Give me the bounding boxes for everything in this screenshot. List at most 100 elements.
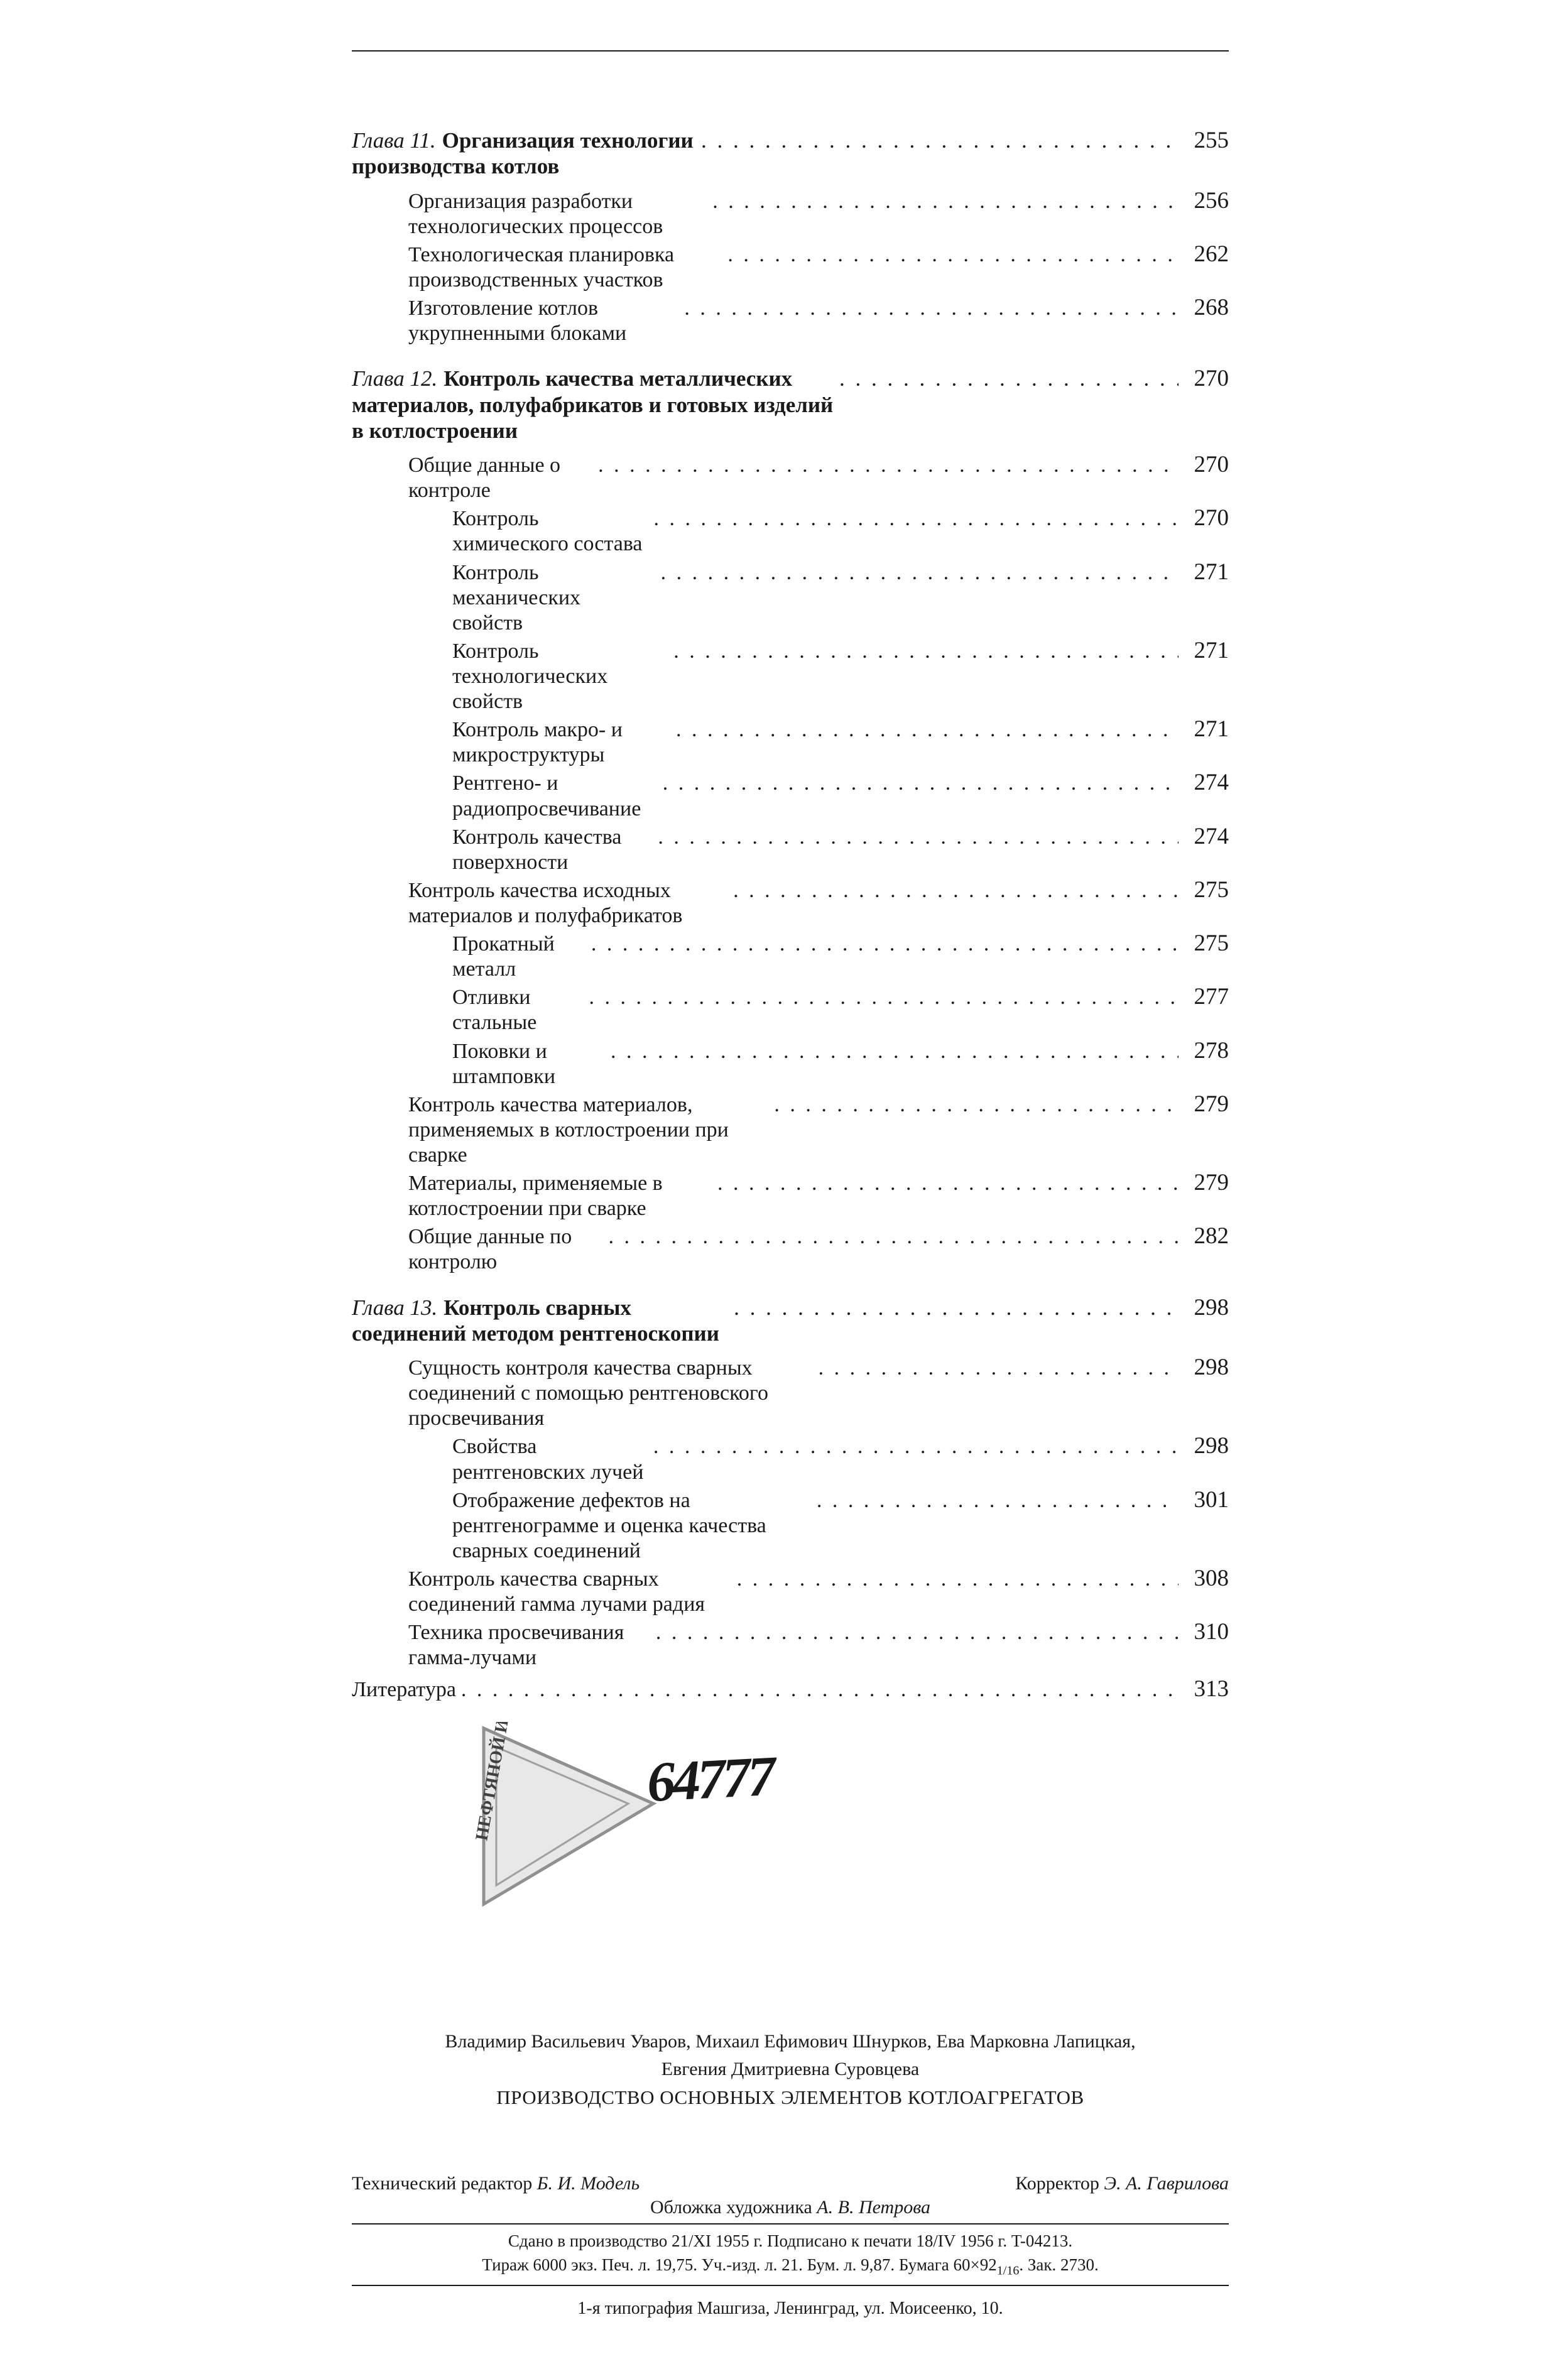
toc-label: Контроль макро- и микроструктуры <box>452 717 671 768</box>
toc-leader: . . . . . . . . . . . . . . . . . . . . … <box>656 560 1179 585</box>
toc-page-number: 270 <box>1179 504 1229 532</box>
toc-label: Контроль химического состава <box>452 506 649 557</box>
corrector-label: Корректор <box>1015 2173 1099 2194</box>
toc-page-number: 271 <box>1179 716 1229 743</box>
toc-leader: . . . . . . . . . . . . . . . . . . . . … <box>584 985 1179 1010</box>
editors-row: Технический редактор Б. И. Модель Коррек… <box>352 2173 1229 2194</box>
chapter-number: Глава 11. <box>352 128 436 153</box>
toc-page-number: 301 <box>1179 1486 1229 1514</box>
toc-label: Отображение дефектов на рентгенограмме и… <box>452 1488 812 1564</box>
toc-page-number: 270 <box>1179 451 1229 479</box>
toc-entry: Глава 11.Организация технологии производ… <box>352 127 1229 180</box>
toc-label: Глава 11.Организация технологии производ… <box>352 128 696 180</box>
toc-leader: . . . . . . . . . . . . . . . . . . . . … <box>732 1567 1179 1592</box>
tech-editor-name: Б. И. Модель <box>537 2173 640 2194</box>
toc-label: Литература <box>352 1677 456 1702</box>
toc-entry: Контроль качества исходных материалов и … <box>352 876 1229 929</box>
toc-page-number: 256 <box>1179 187 1229 215</box>
toc-page-number: 277 <box>1179 983 1229 1011</box>
toc-label: Свойства рентгеновских лучей <box>452 1434 648 1484</box>
toc-label: Контроль механических свойств <box>452 560 656 636</box>
imprint-line2-suffix: . Зак. 2730. <box>1019 2255 1098 2274</box>
toc-leader: . . . . . . . . . . . . . . . . . . . . … <box>606 1039 1179 1064</box>
toc-leader: . . . . . . . . . . . . . . . . . . . . … <box>696 128 1179 153</box>
toc-page-number: 270 <box>1179 365 1229 393</box>
toc-label: Контроль технологических свойств <box>452 639 668 714</box>
toc-leader: . . . . . . . . . . . . . . . . . . . . … <box>671 717 1179 743</box>
imprint-block: Сдано в производство 21/XI 1955 г. Подпи… <box>352 2230 1229 2280</box>
handwritten-number: 64777 <box>645 1744 774 1815</box>
divider-rule <box>352 2223 1229 2225</box>
toc-label: Организация разработки технологических п… <box>408 189 707 239</box>
toc-page-number: 271 <box>1179 558 1229 586</box>
toc-page-number: 279 <box>1179 1169 1229 1197</box>
toc-label: Контроль качества исходных материалов и … <box>408 878 728 929</box>
toc-page-number: 275 <box>1179 876 1229 904</box>
chapter-number: Глава 13. <box>352 1295 437 1320</box>
toc-entry: Глава 13.Контроль сварных соединений мет… <box>352 1294 1229 1347</box>
toc-label: Общие данные по контролю <box>408 1224 604 1275</box>
toc-leader: . . . . . . . . . . . . . . . . . . . . … <box>653 825 1179 850</box>
divider-rule <box>352 2285 1229 2286</box>
toc-page-number: 262 <box>1179 241 1229 268</box>
toc-entry: Контроль химического состава . . . . . .… <box>352 504 1229 557</box>
toc-label: Контроль качества материалов, применяемы… <box>408 1092 769 1168</box>
toc-leader: . . . . . . . . . . . . . . . . . . . . … <box>834 366 1179 391</box>
authors-line-1: Владимир Васильевич Уваров, Михаил Ефимо… <box>352 2030 1229 2054</box>
toc-leader: . . . . . . . . . . . . . . . . . . . . … <box>586 932 1179 957</box>
toc-page-number: 313 <box>1179 1675 1229 1703</box>
toc-label: Прокатный металл <box>452 932 586 982</box>
toc-leader: . . . . . . . . . . . . . . . . . . . . … <box>679 296 1179 321</box>
colophon: Владимир Васильевич Уваров, Михаил Ефимо… <box>352 2030 1229 2110</box>
cover-artist-line: Обложка художника А. В. Петрова <box>352 2197 1229 2218</box>
toc-entry: Поковки и штамповки . . . . . . . . . . … <box>352 1037 1229 1089</box>
toc-entry: Изготовление котлов укрупненными блоками… <box>352 294 1229 346</box>
toc-leader: . . . . . . . . . . . . . . . . . . . . … <box>707 189 1179 214</box>
toc-leader: . . . . . . . . . . . . . . . . . . . . … <box>604 1224 1179 1250</box>
toc-page-number: 268 <box>1179 294 1229 322</box>
toc-leader: . . . . . . . . . . . . . . . . . . . . … <box>722 242 1179 268</box>
toc-entry: Отливки стальные . . . . . . . . . . . .… <box>352 983 1229 1035</box>
toc-entry: Сущность контроля качества сварных соеди… <box>352 1354 1229 1431</box>
toc-page-number: 298 <box>1179 1354 1229 1381</box>
toc-leader: . . . . . . . . . . . . . . . . . . . . … <box>593 453 1179 478</box>
toc-leader: . . . . . . . . . . . . . . . . . . . . … <box>456 1677 1179 1702</box>
imprint-fraction: 1/16 <box>997 2264 1020 2278</box>
corrector-name: Э. А. Гаврилова <box>1104 2173 1229 2194</box>
toc-page-number: 278 <box>1179 1037 1229 1065</box>
toc-entry: Глава 12.Контроль качества металлических… <box>352 365 1229 444</box>
toc-leader: . . . . . . . . . . . . . . . . . . . . … <box>769 1092 1179 1118</box>
stamp-triangle-icon: НЕФТЯНОЙ ИН-Т <box>465 1722 666 1923</box>
cover-artist-label: Обложка художника <box>650 2197 812 2218</box>
toc-entry: Свойства рентгеновских лучей . . . . . .… <box>352 1432 1229 1484</box>
toc-label: Отливки стальные <box>452 985 584 1035</box>
toc-label: Контроль качества сварных соединений гам… <box>408 1567 732 1617</box>
library-stamp-area: НЕФТЯНОЙ ИН-Т 64777 <box>465 1722 1229 1961</box>
toc-label: Глава 13.Контроль сварных соединений мет… <box>352 1295 729 1347</box>
toc-leader: . . . . . . . . . . . . . . . . . . . . … <box>729 1295 1179 1321</box>
book-title: ПРОИЗВОДСТВО ОСНОВНЫХ ЭЛЕМЕНТОВ КОТЛОАГР… <box>352 2086 1229 2110</box>
table-of-contents: Глава 11.Организация технологии производ… <box>352 127 1229 1703</box>
toc-leader: . . . . . . . . . . . . . . . . . . . . … <box>651 1620 1179 1645</box>
tech-editor-label: Технический редактор <box>352 2173 532 2194</box>
toc-entry: Организация разработки технологических п… <box>352 187 1229 239</box>
toc-leader: . . . . . . . . . . . . . . . . . . . . … <box>712 1171 1179 1196</box>
toc-page-number: 310 <box>1179 1618 1229 1646</box>
toc-entry: Контроль качества сварных соединений гам… <box>352 1565 1229 1617</box>
toc-entry: Рентгено- и радиопросвечивание . . . . .… <box>352 769 1229 821</box>
toc-entry: Контроль качества материалов, применяемы… <box>352 1091 1229 1168</box>
toc-entry: Прокатный металл . . . . . . . . . . . .… <box>352 930 1229 982</box>
toc-entry: Контроль технологических свойств . . . .… <box>352 637 1229 714</box>
cover-artist-name: А. В. Петрова <box>817 2197 930 2218</box>
toc-label: Рентгено- и радиопросвечивание <box>452 771 658 821</box>
toc-page-number: 274 <box>1179 823 1229 851</box>
toc-entry: Технологическая планировка производствен… <box>352 241 1229 293</box>
toc-page-number: 279 <box>1179 1091 1229 1118</box>
toc-page-number: 274 <box>1179 769 1229 797</box>
toc-leader: . . . . . . . . . . . . . . . . . . . . … <box>658 771 1179 796</box>
toc-leader: . . . . . . . . . . . . . . . . . . . . … <box>812 1488 1179 1513</box>
toc-page-number: 298 <box>1179 1432 1229 1460</box>
toc-entry: Отображение дефектов на рентгенограмме и… <box>352 1486 1229 1564</box>
toc-page-number: 308 <box>1179 1565 1229 1593</box>
toc-leader: . . . . . . . . . . . . . . . . . . . . … <box>728 878 1179 903</box>
